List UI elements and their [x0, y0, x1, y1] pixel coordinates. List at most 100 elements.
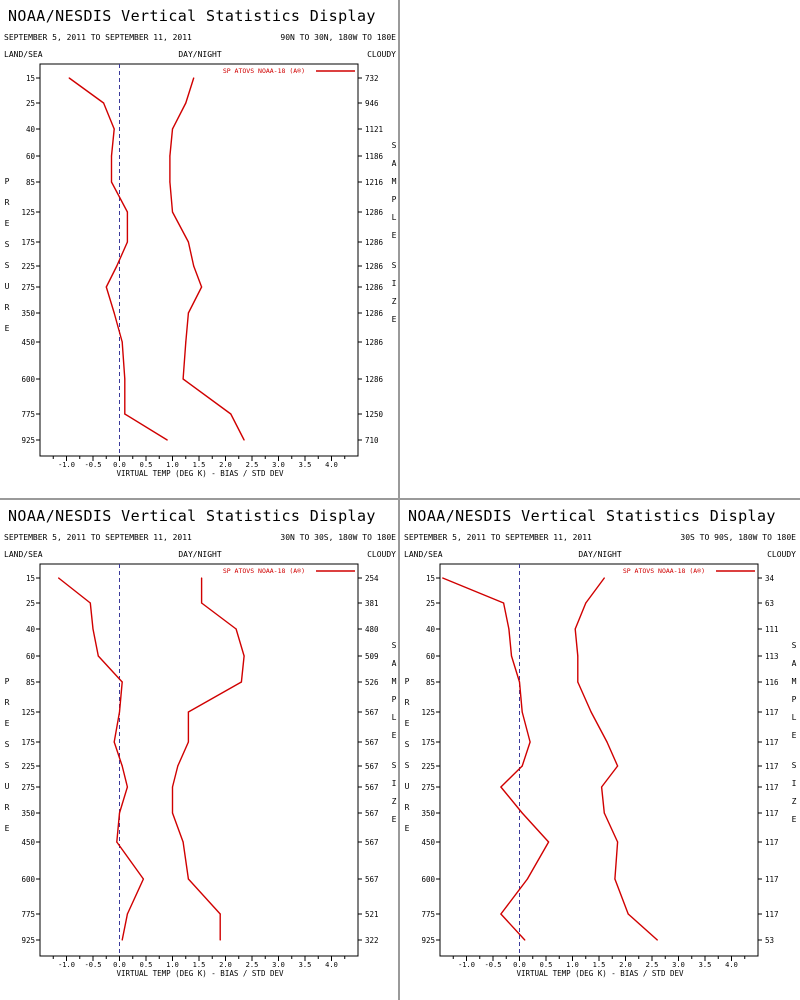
pressure-level-label: 40 [26, 125, 36, 134]
bias-point [58, 577, 60, 579]
std-dev-point [182, 378, 184, 380]
std-dev-point [187, 711, 189, 713]
bias-point [97, 655, 99, 657]
chart-panel-30s-90s: NOAA/NESDIS Vertical Statistics Display S… [400, 500, 798, 998]
sample-size-value: 1286 [365, 375, 384, 384]
land-sea-label: LAND/SEA [4, 550, 43, 559]
bias-point [503, 602, 505, 604]
std-dev-point [219, 913, 221, 915]
sample-size-value: 567 [365, 738, 379, 747]
sample-size-value: 1186 [365, 152, 384, 161]
std-dev-point [201, 286, 203, 288]
bias-point [110, 155, 113, 157]
bias-point [103, 102, 105, 104]
x-tick-label: 1.0 [166, 461, 179, 469]
sample-size-value: 1286 [365, 238, 384, 247]
sample-size-value: 117 [765, 708, 779, 717]
pressure-level-label: 175 [21, 238, 35, 247]
std-dev-point [187, 878, 189, 880]
cloudy-label: CLOUDY [367, 50, 396, 59]
std-dev-point [185, 341, 187, 343]
std-dev-point [577, 681, 579, 683]
pressure-level-label: 925 [421, 936, 435, 945]
pressure-level-label: 275 [421, 783, 435, 792]
pressure-level-label: 600 [421, 875, 435, 884]
std-dev-point [603, 577, 605, 579]
std-dev-point [627, 913, 629, 915]
bias-point [500, 913, 502, 915]
bias-point [442, 577, 444, 579]
x-tick-label: 4.0 [325, 461, 338, 469]
std-dev-point [230, 413, 232, 415]
bias-point [118, 812, 121, 814]
date-range: SEPTEMBER 5, 2011 TO SEPTEMBER 11, 2011 [404, 533, 592, 542]
sample-size-value: 63 [765, 599, 774, 608]
vertical-divider-bottom [398, 500, 400, 1000]
pressure-level-label: 15 [426, 574, 435, 583]
x-tick-label: 4.0 [725, 961, 738, 969]
pressure-level-label: 275 [21, 783, 35, 792]
date-range: SEPTEMBER 5, 2011 TO SEPTEMBER 11, 2011 [4, 33, 192, 42]
x-axis-label: VIRTUAL TEMP (DEG K) - BIAS / STD DEV [116, 469, 284, 478]
pressure-level-label: 15 [26, 74, 35, 83]
x-tick-label: 0.0 [513, 961, 526, 969]
display-title: NOAA/NESDIS Vertical Statistics Display [408, 507, 776, 525]
std-dev-series-line [169, 77, 245, 441]
bias-point [521, 711, 523, 713]
sample-size-value: 567 [365, 762, 379, 771]
pressure-level-label: 225 [21, 262, 35, 271]
sample-size-value: 1286 [365, 309, 384, 318]
pressure-level-label: 775 [21, 910, 35, 919]
bias-point [113, 741, 115, 743]
pressure-level-label: 85 [26, 678, 35, 687]
sample-size-value: 509 [365, 652, 379, 661]
std-dev-point [182, 841, 184, 843]
x-tick-label: 2.0 [619, 961, 632, 969]
plot-frame [39, 63, 359, 457]
date-range: SEPTEMBER 5, 2011 TO SEPTEMBER 11, 2011 [4, 533, 192, 542]
sample-size-value: 254 [365, 574, 379, 583]
bias-point [510, 655, 513, 657]
sample-size-value: 53 [765, 936, 774, 945]
std-dev-point [617, 765, 619, 767]
sample-size-value: 117 [765, 875, 779, 884]
bias-point [524, 939, 526, 941]
x-tick-label: -1.0 [58, 461, 75, 469]
display-title: NOAA/NESDIS Vertical Statistics Display [8, 507, 376, 525]
bias-point [500, 786, 502, 788]
pressure-level-label: 60 [26, 652, 36, 661]
cloudy-label: CLOUDY [767, 550, 796, 559]
pressure-level-label: 85 [426, 678, 435, 687]
x-tick-label: 3.0 [272, 961, 285, 969]
sample-size-value: 710 [365, 436, 379, 445]
region-label: 30N TO 30S, 180W TO 180E [280, 533, 396, 542]
sample-size-value: 567 [365, 809, 379, 818]
pressure-level-label: 600 [21, 875, 35, 884]
x-tick-label: 1.0 [566, 961, 579, 969]
std-dev-point [187, 241, 189, 243]
pressure-level-label: 25 [26, 99, 35, 108]
x-tick-label: 3.0 [272, 461, 285, 469]
std-dev-series-line [574, 577, 658, 941]
std-dev-point [169, 181, 171, 183]
std-dev-point [193, 265, 195, 267]
bias-point [110, 181, 113, 183]
std-dev-point [601, 786, 603, 788]
std-dev-point [193, 77, 195, 79]
pressure-level-label: 450 [421, 838, 435, 847]
bias-point [89, 602, 91, 604]
sample-size-value: 732 [365, 74, 379, 83]
sample-size-value: 117 [765, 910, 779, 919]
x-tick-label: -0.5 [85, 961, 102, 969]
legend-label: SP ATOVS NOAA-18 (A®) [223, 567, 305, 575]
bias-point [526, 878, 528, 880]
bias-point [121, 681, 123, 683]
land-sea-label: LAND/SEA [4, 50, 43, 59]
pressure-level-label: 60 [426, 652, 436, 661]
sample-size-value: 1286 [365, 283, 384, 292]
pressure-level-label: 175 [21, 738, 35, 747]
